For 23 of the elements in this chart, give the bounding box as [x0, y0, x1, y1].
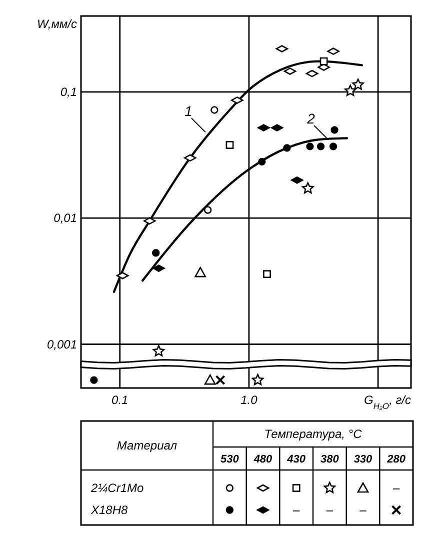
text: Х18Н8	[90, 503, 128, 517]
x-tick-label: 0.1	[112, 393, 128, 407]
text: –	[392, 481, 400, 495]
text: 280	[386, 454, 406, 466]
y-tick-label: 0,001	[46, 337, 77, 352]
text: 2¼Cr1Mo	[90, 481, 144, 495]
text: –	[326, 503, 334, 517]
y-axis-title: W,мм/с	[36, 17, 77, 31]
text: 530	[220, 454, 240, 466]
y-tick-label: 0,1	[60, 84, 77, 99]
text: 380	[320, 454, 340, 466]
text: Температура, °C	[264, 427, 362, 441]
y-tick-label: 0,01	[54, 211, 77, 226]
text: 430	[286, 454, 306, 466]
text: 330	[354, 454, 374, 466]
annotation: 1	[184, 103, 192, 120]
text: –	[360, 503, 366, 517]
text: Материал	[116, 438, 178, 452]
annotation: 2	[306, 110, 316, 126]
x-tick-label: 1.0	[240, 393, 258, 407]
text: –	[292, 503, 300, 517]
x-axis-title: G$_{H₂O}$, г/с	[364, 393, 411, 411]
text: 480	[252, 454, 274, 466]
